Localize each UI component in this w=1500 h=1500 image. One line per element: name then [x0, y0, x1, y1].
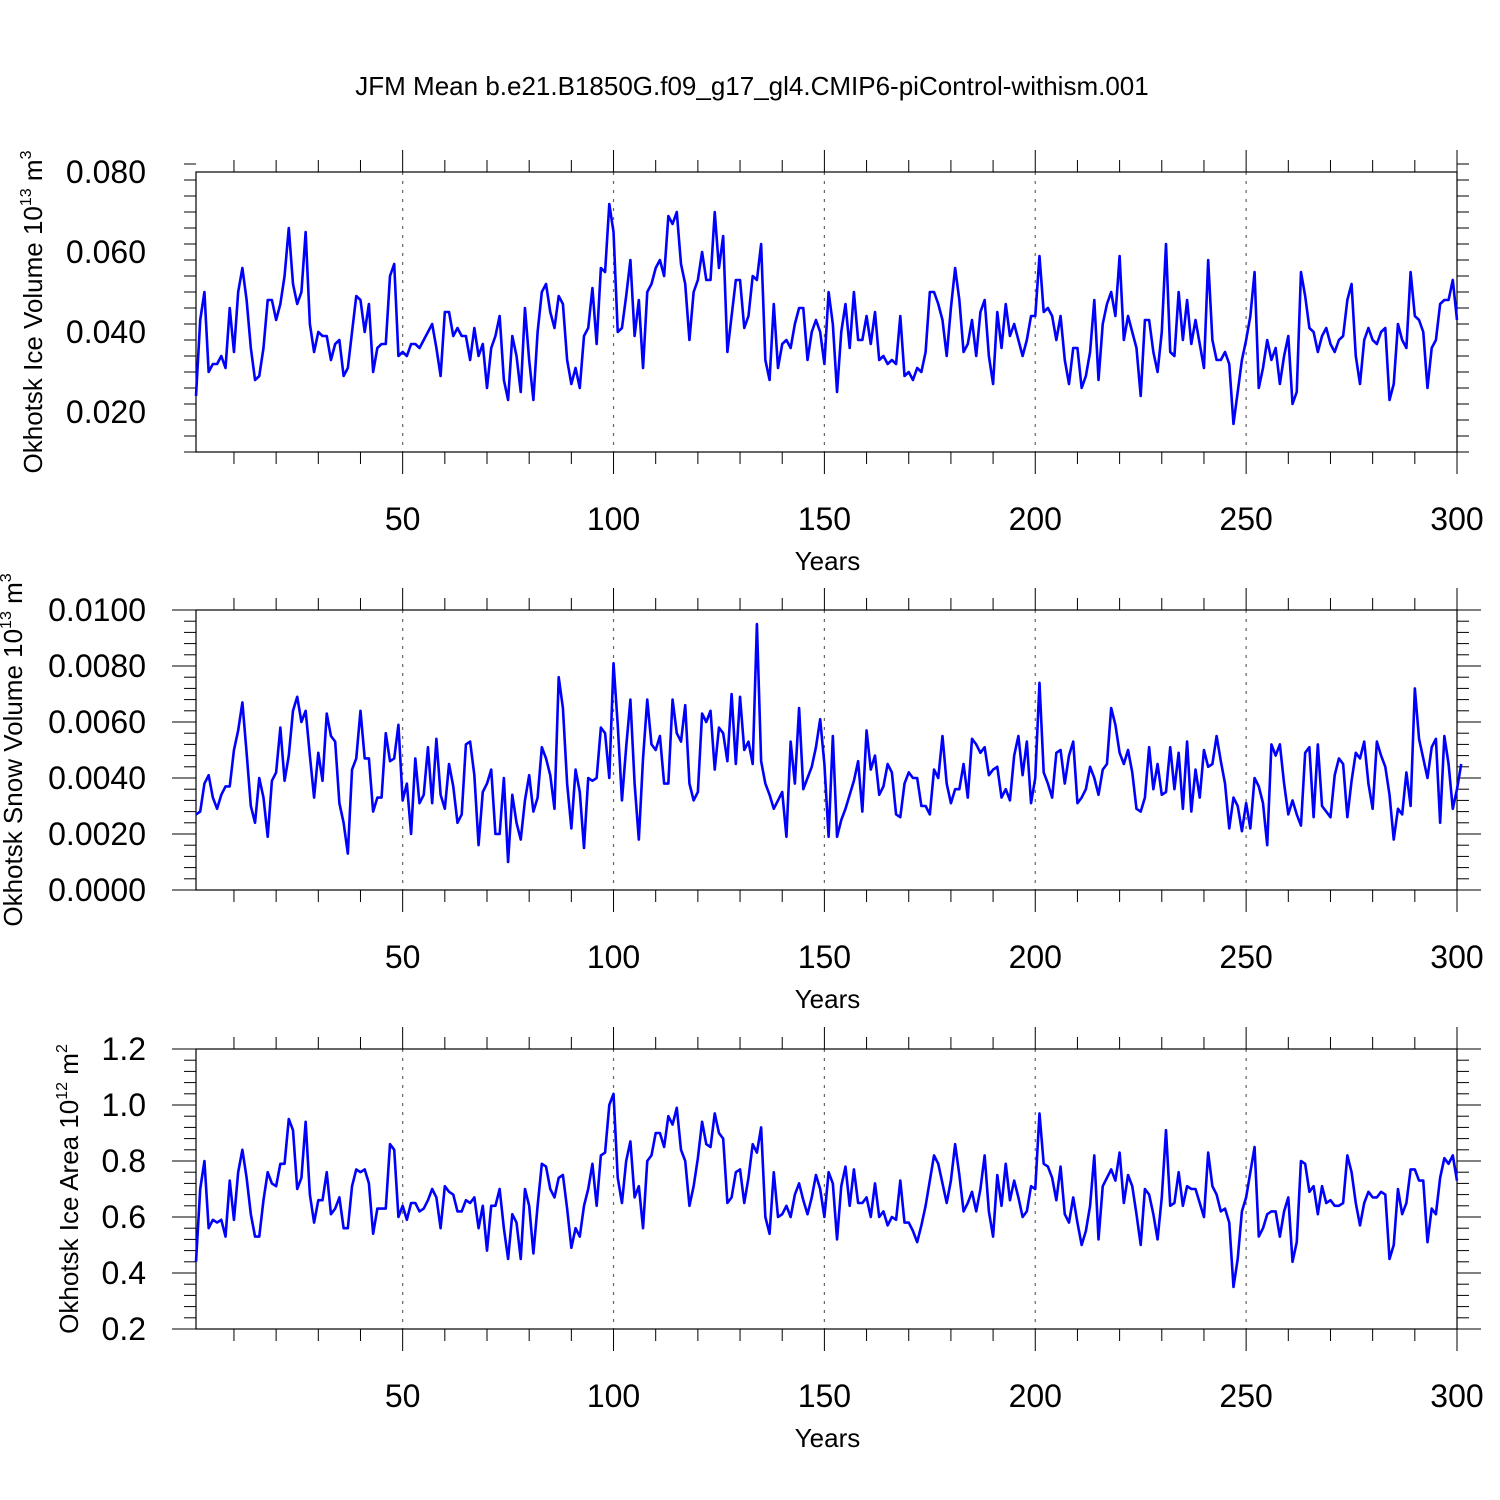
ice-area-panel: 50 100 150 200 250 300 Years 0.2 0.4 0.6 0.8 1.0 1.2…: [54, 1027, 1484, 1453]
y-tick-label: 0.0040: [48, 760, 146, 796]
x-tick-label: 300: [1430, 501, 1483, 537]
y-axis-label-text: m: [0, 582, 28, 611]
x-tick-label: 50: [385, 1378, 421, 1414]
y-tick-label: 0.0020: [48, 816, 146, 852]
x-tick-label: 300: [1430, 939, 1483, 975]
x-axis-label: Years: [795, 546, 861, 576]
y-tick-label: 0.060: [66, 234, 146, 270]
y-axis-label-text: Okhotsk Ice Volume 10: [18, 206, 48, 473]
x-tick-label: 200: [1009, 939, 1062, 975]
x-tick-label: 250: [1219, 501, 1272, 537]
y-tick-label: 0.080: [66, 154, 146, 190]
y-tick-label: 0.8: [102, 1143, 146, 1179]
y-axis-label-superscript: 12: [54, 1082, 71, 1100]
x-tick-label: 250: [1219, 939, 1272, 975]
series-line: [194, 1092, 1459, 1289]
y-tick-label: 0.4: [102, 1255, 146, 1291]
y-tick-label: 0.040: [66, 314, 146, 350]
x-tick-label: 150: [798, 1378, 851, 1414]
x-tick-label: 150: [798, 939, 851, 975]
y-tick-label: 0.020: [66, 394, 146, 430]
figure-title: JFM Mean b.e21.B1850G.f09_g17_gl4.CMIP6-…: [355, 71, 1148, 101]
y-axis-label-superscript: 3: [18, 150, 35, 159]
x-tick-label: 200: [1009, 501, 1062, 537]
y-tick-label: 0.0100: [48, 592, 146, 628]
x-tick-label: 300: [1430, 1378, 1483, 1414]
y-axis-label: Okhotsk Ice Area 1012 m2: [54, 1044, 84, 1334]
y-axis-label: Okhotsk Snow Volume 1013 m3: [0, 573, 28, 926]
y-axis-label-text: m: [18, 159, 48, 188]
y-axis-label-superscript: 13: [0, 611, 15, 629]
y-axis-label-superscript: 2: [54, 1044, 71, 1053]
y-tick-label: 0.0060: [48, 704, 146, 740]
snow-volume-panel: 50 100 150 200 250 300 Years 0.0000 0.0020 0.0040…: [0, 573, 1484, 1014]
series-line: [194, 202, 1459, 426]
y-tick-label: 1.2: [102, 1031, 146, 1067]
y-axis-label-text: Okhotsk Ice Area 10: [54, 1100, 84, 1334]
plot-frame: [195, 1048, 1458, 1330]
y-axis-label-superscript: 13: [18, 188, 35, 206]
x-tick-label: 250: [1219, 1378, 1272, 1414]
y-tick-label: 0.6: [102, 1199, 146, 1235]
x-axis-label: Years: [795, 1423, 861, 1453]
y-tick-label: 1.0: [102, 1087, 146, 1123]
y-axis-label-superscript: 3: [0, 573, 15, 582]
x-tick-label: 50: [385, 501, 421, 537]
series-line: [195, 622, 1463, 864]
x-tick-label: 50: [385, 939, 421, 975]
y-tick-label: 0.2: [102, 1311, 146, 1347]
y-tick-label: 0.0080: [48, 648, 146, 684]
x-tick-label: 100: [587, 1378, 640, 1414]
plot-frame: [195, 609, 1458, 891]
ice-volume-panel: 50 100 150 200 250 300 Years 0.020 0.040 0.060 0.0…: [18, 150, 1484, 576]
x-tick-label: 100: [587, 939, 640, 975]
y-axis-label: Okhotsk Ice Volume 1013 m3: [18, 150, 48, 473]
x-tick-label: 100: [587, 501, 640, 537]
x-tick-label: 150: [798, 501, 851, 537]
x-axis-label: Years: [795, 984, 861, 1014]
x-tick-label: 200: [1009, 1378, 1062, 1414]
y-tick-label: 0.0000: [48, 872, 146, 908]
y-axis-label-text: Okhotsk Snow Volume 10: [0, 629, 28, 927]
panels: 50 100 150 200 250 300Years0.0200.0400.0600.0…: [0, 150, 1484, 1453]
y-axis-label-text: m: [54, 1053, 84, 1082]
